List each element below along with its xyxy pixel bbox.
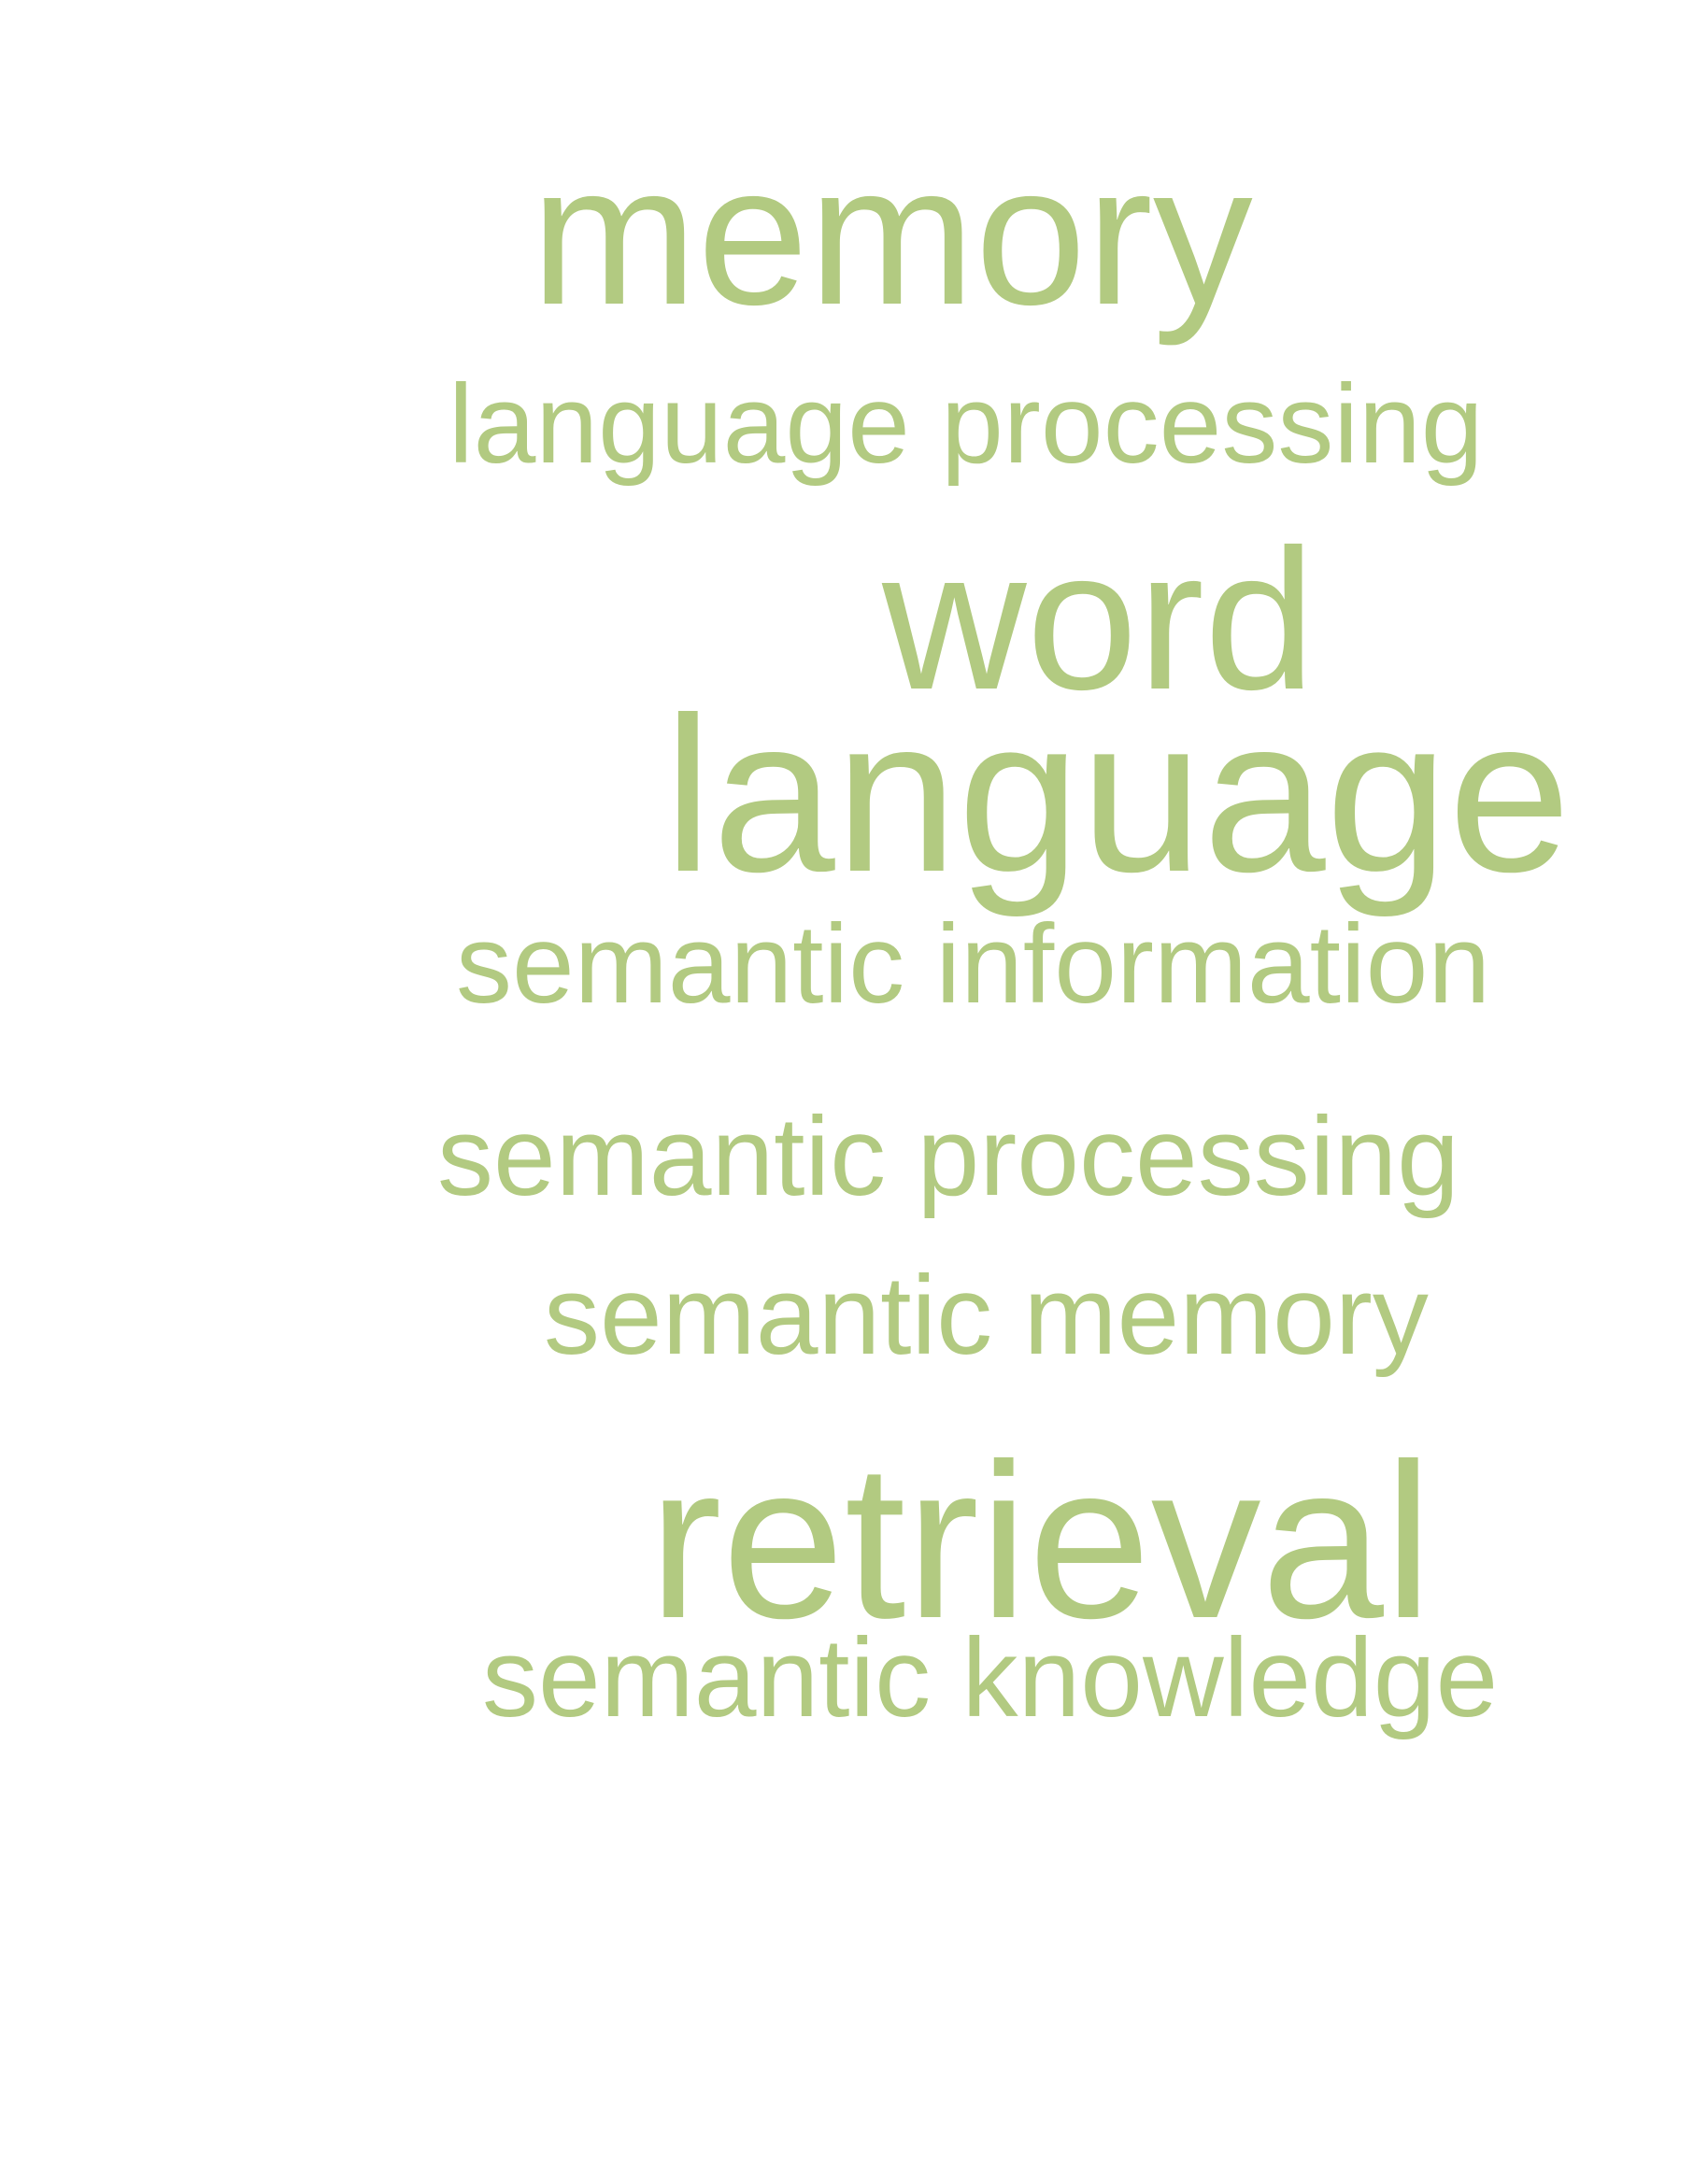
term-language-processing: language processing	[448, 362, 1484, 487]
term-semantic-processing: semantic processing	[437, 1094, 1459, 1219]
term-semantic-knowledge: semantic knowledge	[482, 1615, 1499, 1740]
term-semantic-memory: semantic memory	[544, 1253, 1429, 1378]
term-language: language	[663, 672, 1572, 918]
term-retrieval: retrieval	[648, 1418, 1433, 1665]
term-memory: memory	[531, 123, 1253, 347]
term-word: word	[882, 508, 1316, 731]
term-semantic-information: semantic information	[456, 902, 1491, 1027]
